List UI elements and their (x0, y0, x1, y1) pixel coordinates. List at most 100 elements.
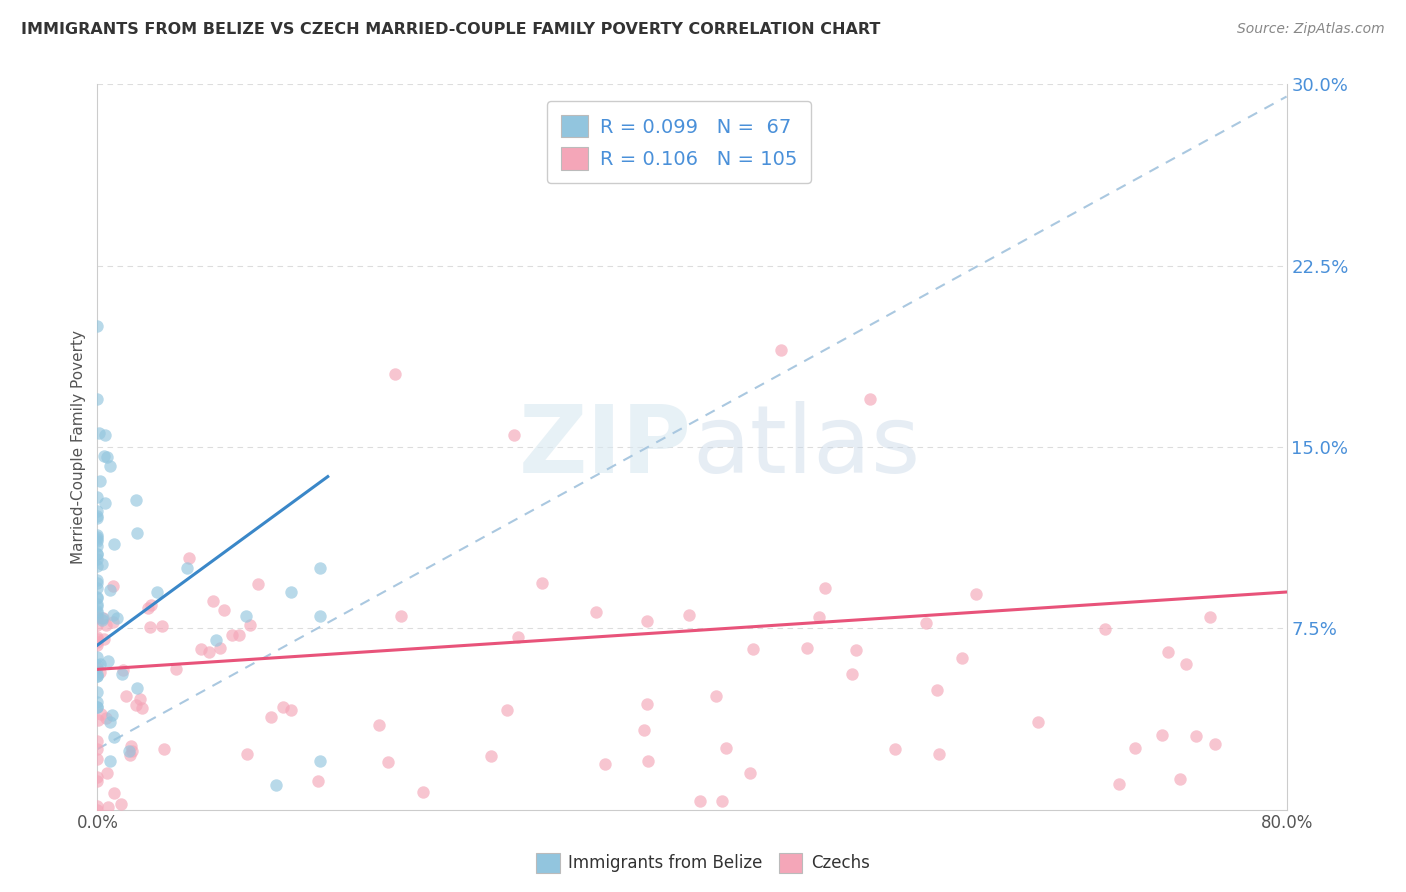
Point (136, 601, 159, 615)
Point (90, 613, 112, 627)
Point (1170, 772, 1192, 786)
Point (86, 610, 108, 624)
Point (86, 504, 108, 518)
Point (86, 509, 108, 524)
Point (389, 609, 412, 624)
Point (412, 784, 434, 798)
Point (86, 700, 108, 714)
Point (86, 752, 108, 766)
Point (86, 803, 108, 817)
Point (127, 526, 149, 541)
Point (814, 581, 837, 595)
Point (86, 599, 108, 613)
Point (190, 642, 212, 657)
Point (740, 765, 762, 780)
Point (86, 694, 108, 708)
Point (87, 713, 110, 727)
Point (86, 667, 108, 681)
Point (280, 585, 302, 599)
Point (86, 576, 108, 591)
Point (212, 603, 235, 617)
Point (950, 651, 973, 665)
Point (125, 698, 148, 712)
Point (86, 551, 108, 566)
Text: IMMIGRANTS FROM BELIZE VS CZECH MARRIED-COUPLE FAMILY POVERTY CORRELATION CHART: IMMIGRANTS FROM BELIZE VS CZECH MARRIED-… (21, 22, 880, 37)
Point (796, 641, 818, 656)
Point (86, 547, 108, 561)
Point (309, 754, 332, 768)
Point (307, 773, 329, 788)
Point (86, 773, 108, 788)
Point (770, 343, 793, 358)
Point (131, 700, 153, 714)
Point (86, 700, 108, 714)
Point (86, 649, 108, 664)
Point (86, 733, 108, 747)
Point (86, 530, 108, 544)
Point (201, 594, 224, 608)
Point (845, 643, 868, 657)
Point (91, 610, 114, 624)
Point (94, 428, 117, 442)
Point (86, 658, 108, 673)
Point (273, 699, 295, 714)
Point (86, 548, 108, 562)
Point (86, 533, 108, 548)
Text: ZIP: ZIP (519, 401, 692, 493)
Point (633, 723, 655, 738)
Point (884, 742, 907, 756)
Point (205, 633, 228, 648)
Point (176, 561, 198, 575)
Point (576, 150, 599, 164)
Point (377, 755, 399, 769)
Point (86, 574, 108, 588)
Point (965, 587, 987, 601)
Point (125, 493, 148, 508)
Point (93, 449, 115, 463)
Point (86, 597, 108, 611)
Point (86, 581, 108, 595)
Point (86, 799, 108, 814)
Point (91, 611, 114, 625)
Text: Source: ZipAtlas.com: Source: ZipAtlas.com (1237, 22, 1385, 37)
Point (89, 665, 111, 680)
Point (121, 744, 143, 758)
Point (384, 368, 406, 382)
Point (1094, 622, 1116, 636)
Point (105, 611, 128, 625)
Point (103, 536, 125, 550)
Point (86, 604, 108, 618)
Point (97, 800, 120, 814)
Point (1152, 727, 1174, 741)
Point (86, 611, 108, 625)
Text: atlas: atlas (692, 401, 920, 493)
Point (101, 707, 124, 722)
Legend: Immigrants from Belize, Czechs: Immigrants from Belize, Czechs (530, 847, 876, 880)
Point (86, 606, 108, 620)
Point (502, 428, 524, 442)
Point (86, 685, 108, 699)
Point (96, 766, 118, 780)
Point (146, 585, 169, 599)
Point (689, 794, 711, 808)
Point (125, 681, 148, 695)
Point (280, 703, 302, 717)
Point (86, 630, 108, 644)
Point (859, 392, 882, 406)
Point (239, 618, 262, 632)
Point (593, 756, 616, 771)
Point (1204, 737, 1226, 751)
Point (179, 551, 201, 566)
Point (86, 661, 108, 675)
Point (1156, 645, 1178, 659)
Point (129, 692, 152, 706)
Point (481, 748, 503, 763)
Point (86, 632, 108, 646)
Point (101, 615, 124, 630)
Point (150, 619, 173, 633)
Point (86, 591, 108, 605)
Point (585, 605, 607, 619)
Point (94, 618, 117, 632)
Point (101, 607, 124, 622)
Point (264, 778, 287, 792)
